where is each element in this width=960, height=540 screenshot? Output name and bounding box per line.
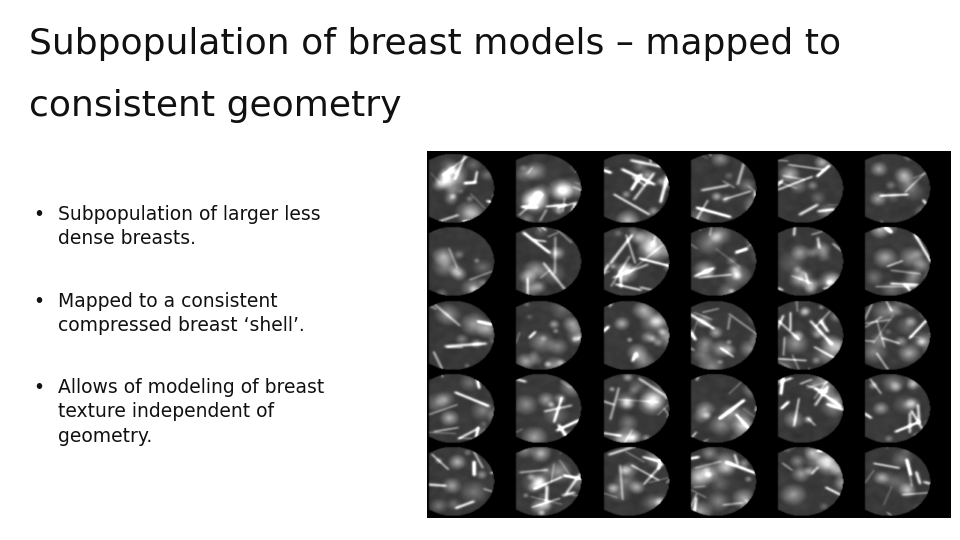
Text: Subpopulation of breast models – mapped to: Subpopulation of breast models – mapped … [29,27,841,61]
Text: Mapped to a consistent
compressed breast ‘shell’.: Mapped to a consistent compressed breast… [58,292,304,335]
Text: •: • [34,378,45,397]
Text: •: • [34,205,45,224]
Text: consistent geometry: consistent geometry [29,89,401,123]
Text: Allows of modeling of breast
texture independent of
geometry.: Allows of modeling of breast texture ind… [58,378,324,446]
Text: Subpopulation of larger less
dense breasts.: Subpopulation of larger less dense breas… [58,205,321,248]
Text: •: • [34,292,45,310]
